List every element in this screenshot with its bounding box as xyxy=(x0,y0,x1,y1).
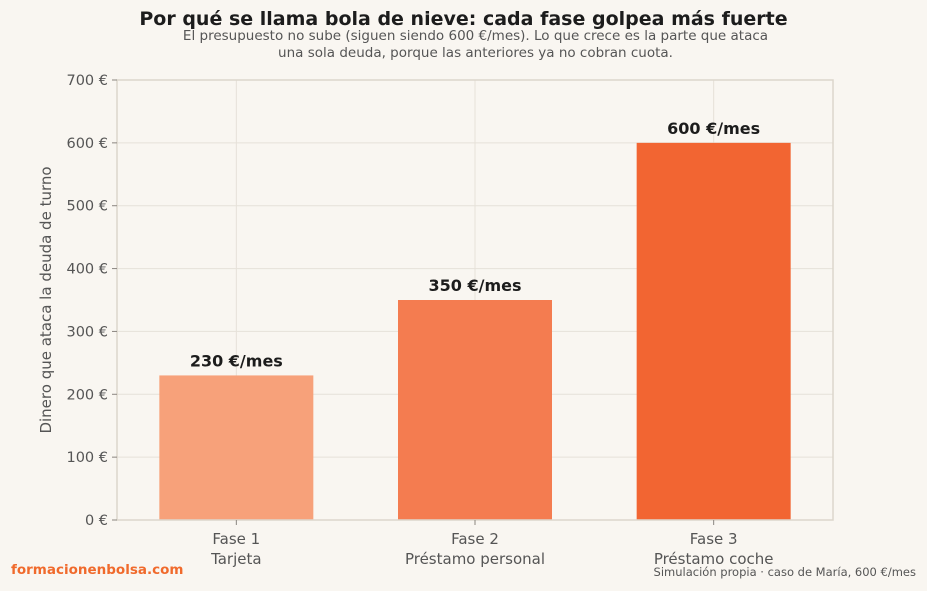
chart-title: Por qué se llama bola de nieve: cada fas… xyxy=(139,8,788,30)
bar-data-label: 600 €/mes xyxy=(667,119,760,138)
chart-subtitle: El presupuesto no sube (siguen siendo 60… xyxy=(163,28,788,62)
x-tick-label: Préstamo coche xyxy=(654,550,774,568)
y-tick-label: 400 € xyxy=(66,262,108,278)
brand-label: formacionenbolsa.com xyxy=(11,562,184,578)
bar xyxy=(159,375,314,520)
bar-data-label: 230 €/mes xyxy=(190,351,283,370)
x-tick-label: Fase 1 xyxy=(212,530,260,548)
bar-data-label: 350 €/mes xyxy=(429,276,522,295)
x-tick-label: Fase 2 xyxy=(451,530,499,548)
y-tick-label: 600 € xyxy=(66,136,108,152)
x-tick-label: Fase 3 xyxy=(690,530,738,548)
bar xyxy=(398,300,552,520)
y-tick-label: 100 € xyxy=(66,450,108,466)
subtitle-line-1: El presupuesto no sube (siguen siendo 60… xyxy=(182,28,769,44)
y-tick-label: 200 € xyxy=(66,387,108,403)
subtitle-line-2: una sola deuda, porque las anteriores ya… xyxy=(278,45,673,61)
x-tick-label: Préstamo personal xyxy=(405,550,545,568)
y-tick-label: 700 € xyxy=(66,73,108,89)
bar xyxy=(636,142,791,520)
x-tick-label: Tarjeta xyxy=(210,550,262,568)
y-tick-label: 300 € xyxy=(66,324,108,340)
source-note: Simulación propia · caso de María, 600 €… xyxy=(653,565,916,579)
y-tick-label: 500 € xyxy=(66,199,108,215)
y-axis-label: Dinero que ataca la deuda de turno xyxy=(37,166,55,433)
y-tick-label: 0 € xyxy=(85,513,108,529)
